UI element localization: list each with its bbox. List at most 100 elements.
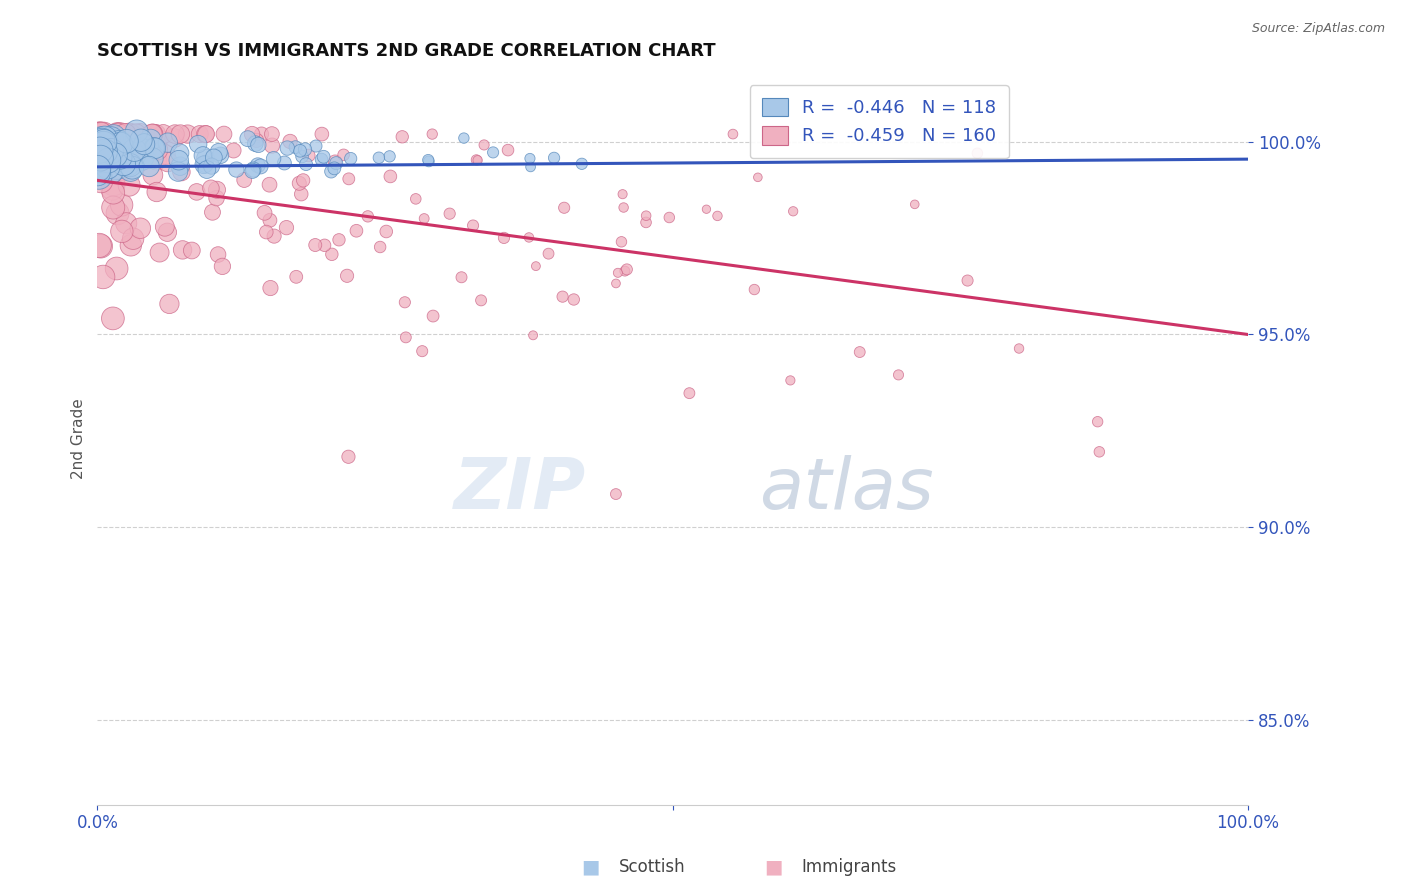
Point xyxy=(115,216,138,230)
Point xyxy=(562,293,585,307)
Point xyxy=(103,186,125,200)
Point xyxy=(118,127,141,141)
Point xyxy=(346,224,368,238)
Point xyxy=(89,127,111,141)
Point xyxy=(107,127,129,141)
Point xyxy=(89,161,111,175)
Point xyxy=(328,233,350,247)
Point xyxy=(522,328,544,343)
Point xyxy=(339,152,361,166)
Point xyxy=(305,139,328,153)
Point xyxy=(312,150,335,164)
Point xyxy=(87,153,110,167)
Point xyxy=(105,261,128,276)
Point xyxy=(616,262,638,277)
Point xyxy=(336,268,359,283)
Point xyxy=(105,160,128,174)
Point xyxy=(149,245,172,260)
Point xyxy=(187,137,209,152)
Point xyxy=(236,131,259,145)
Point xyxy=(606,266,628,280)
Point xyxy=(411,344,433,359)
Point xyxy=(610,235,633,249)
Point xyxy=(143,141,166,155)
Point xyxy=(110,136,132,150)
Point xyxy=(208,145,231,159)
Point xyxy=(292,173,315,187)
Point xyxy=(209,148,232,162)
Point xyxy=(276,220,298,235)
Point xyxy=(613,264,636,278)
Point xyxy=(142,168,165,182)
Point xyxy=(148,132,170,146)
Point xyxy=(129,133,152,147)
Point xyxy=(284,140,307,154)
Point xyxy=(89,158,111,172)
Point xyxy=(779,373,801,387)
Point xyxy=(153,219,176,234)
Point xyxy=(156,225,179,239)
Point xyxy=(141,127,163,141)
Point xyxy=(87,127,110,141)
Point xyxy=(122,232,145,246)
Point xyxy=(551,290,574,304)
Point xyxy=(519,160,541,174)
Point xyxy=(100,144,122,158)
Point xyxy=(117,158,139,172)
Point xyxy=(311,127,333,141)
Point xyxy=(180,244,202,258)
Point xyxy=(97,148,120,162)
Point xyxy=(100,132,122,146)
Point xyxy=(136,150,159,164)
Text: atlas: atlas xyxy=(759,455,934,524)
Point xyxy=(87,148,110,162)
Point xyxy=(94,145,117,159)
Point xyxy=(634,215,657,229)
Point xyxy=(142,127,165,141)
Point xyxy=(472,137,495,152)
Point xyxy=(195,127,218,141)
Point xyxy=(193,158,215,172)
Point xyxy=(956,274,979,288)
Point xyxy=(295,157,318,171)
Point xyxy=(91,141,114,155)
Point xyxy=(294,143,316,157)
Point xyxy=(108,150,131,164)
Point xyxy=(131,153,153,167)
Text: ■: ■ xyxy=(763,857,783,876)
Point xyxy=(260,127,283,141)
Point xyxy=(188,127,211,141)
Point xyxy=(129,221,152,235)
Point xyxy=(465,153,488,167)
Point xyxy=(420,127,443,141)
Point xyxy=(205,191,228,205)
Point xyxy=(553,201,575,215)
Point xyxy=(205,183,228,197)
Point xyxy=(87,169,110,184)
Point xyxy=(90,127,112,141)
Point xyxy=(96,136,118,150)
Point xyxy=(492,231,515,245)
Point xyxy=(132,150,155,164)
Point xyxy=(966,146,988,161)
Point xyxy=(110,137,132,152)
Point xyxy=(246,158,269,172)
Point xyxy=(260,138,283,153)
Point xyxy=(101,182,124,196)
Point xyxy=(93,127,115,141)
Point xyxy=(159,297,181,311)
Point xyxy=(112,141,135,155)
Point xyxy=(186,185,208,199)
Point xyxy=(605,487,627,501)
Point xyxy=(93,136,115,150)
Point xyxy=(378,149,401,163)
Point xyxy=(288,144,311,158)
Point xyxy=(470,293,492,308)
Point xyxy=(453,131,475,145)
Point xyxy=(200,159,222,173)
Point xyxy=(605,277,627,291)
Point xyxy=(249,160,271,174)
Point xyxy=(422,309,444,323)
Point xyxy=(176,127,198,141)
Point xyxy=(90,132,112,146)
